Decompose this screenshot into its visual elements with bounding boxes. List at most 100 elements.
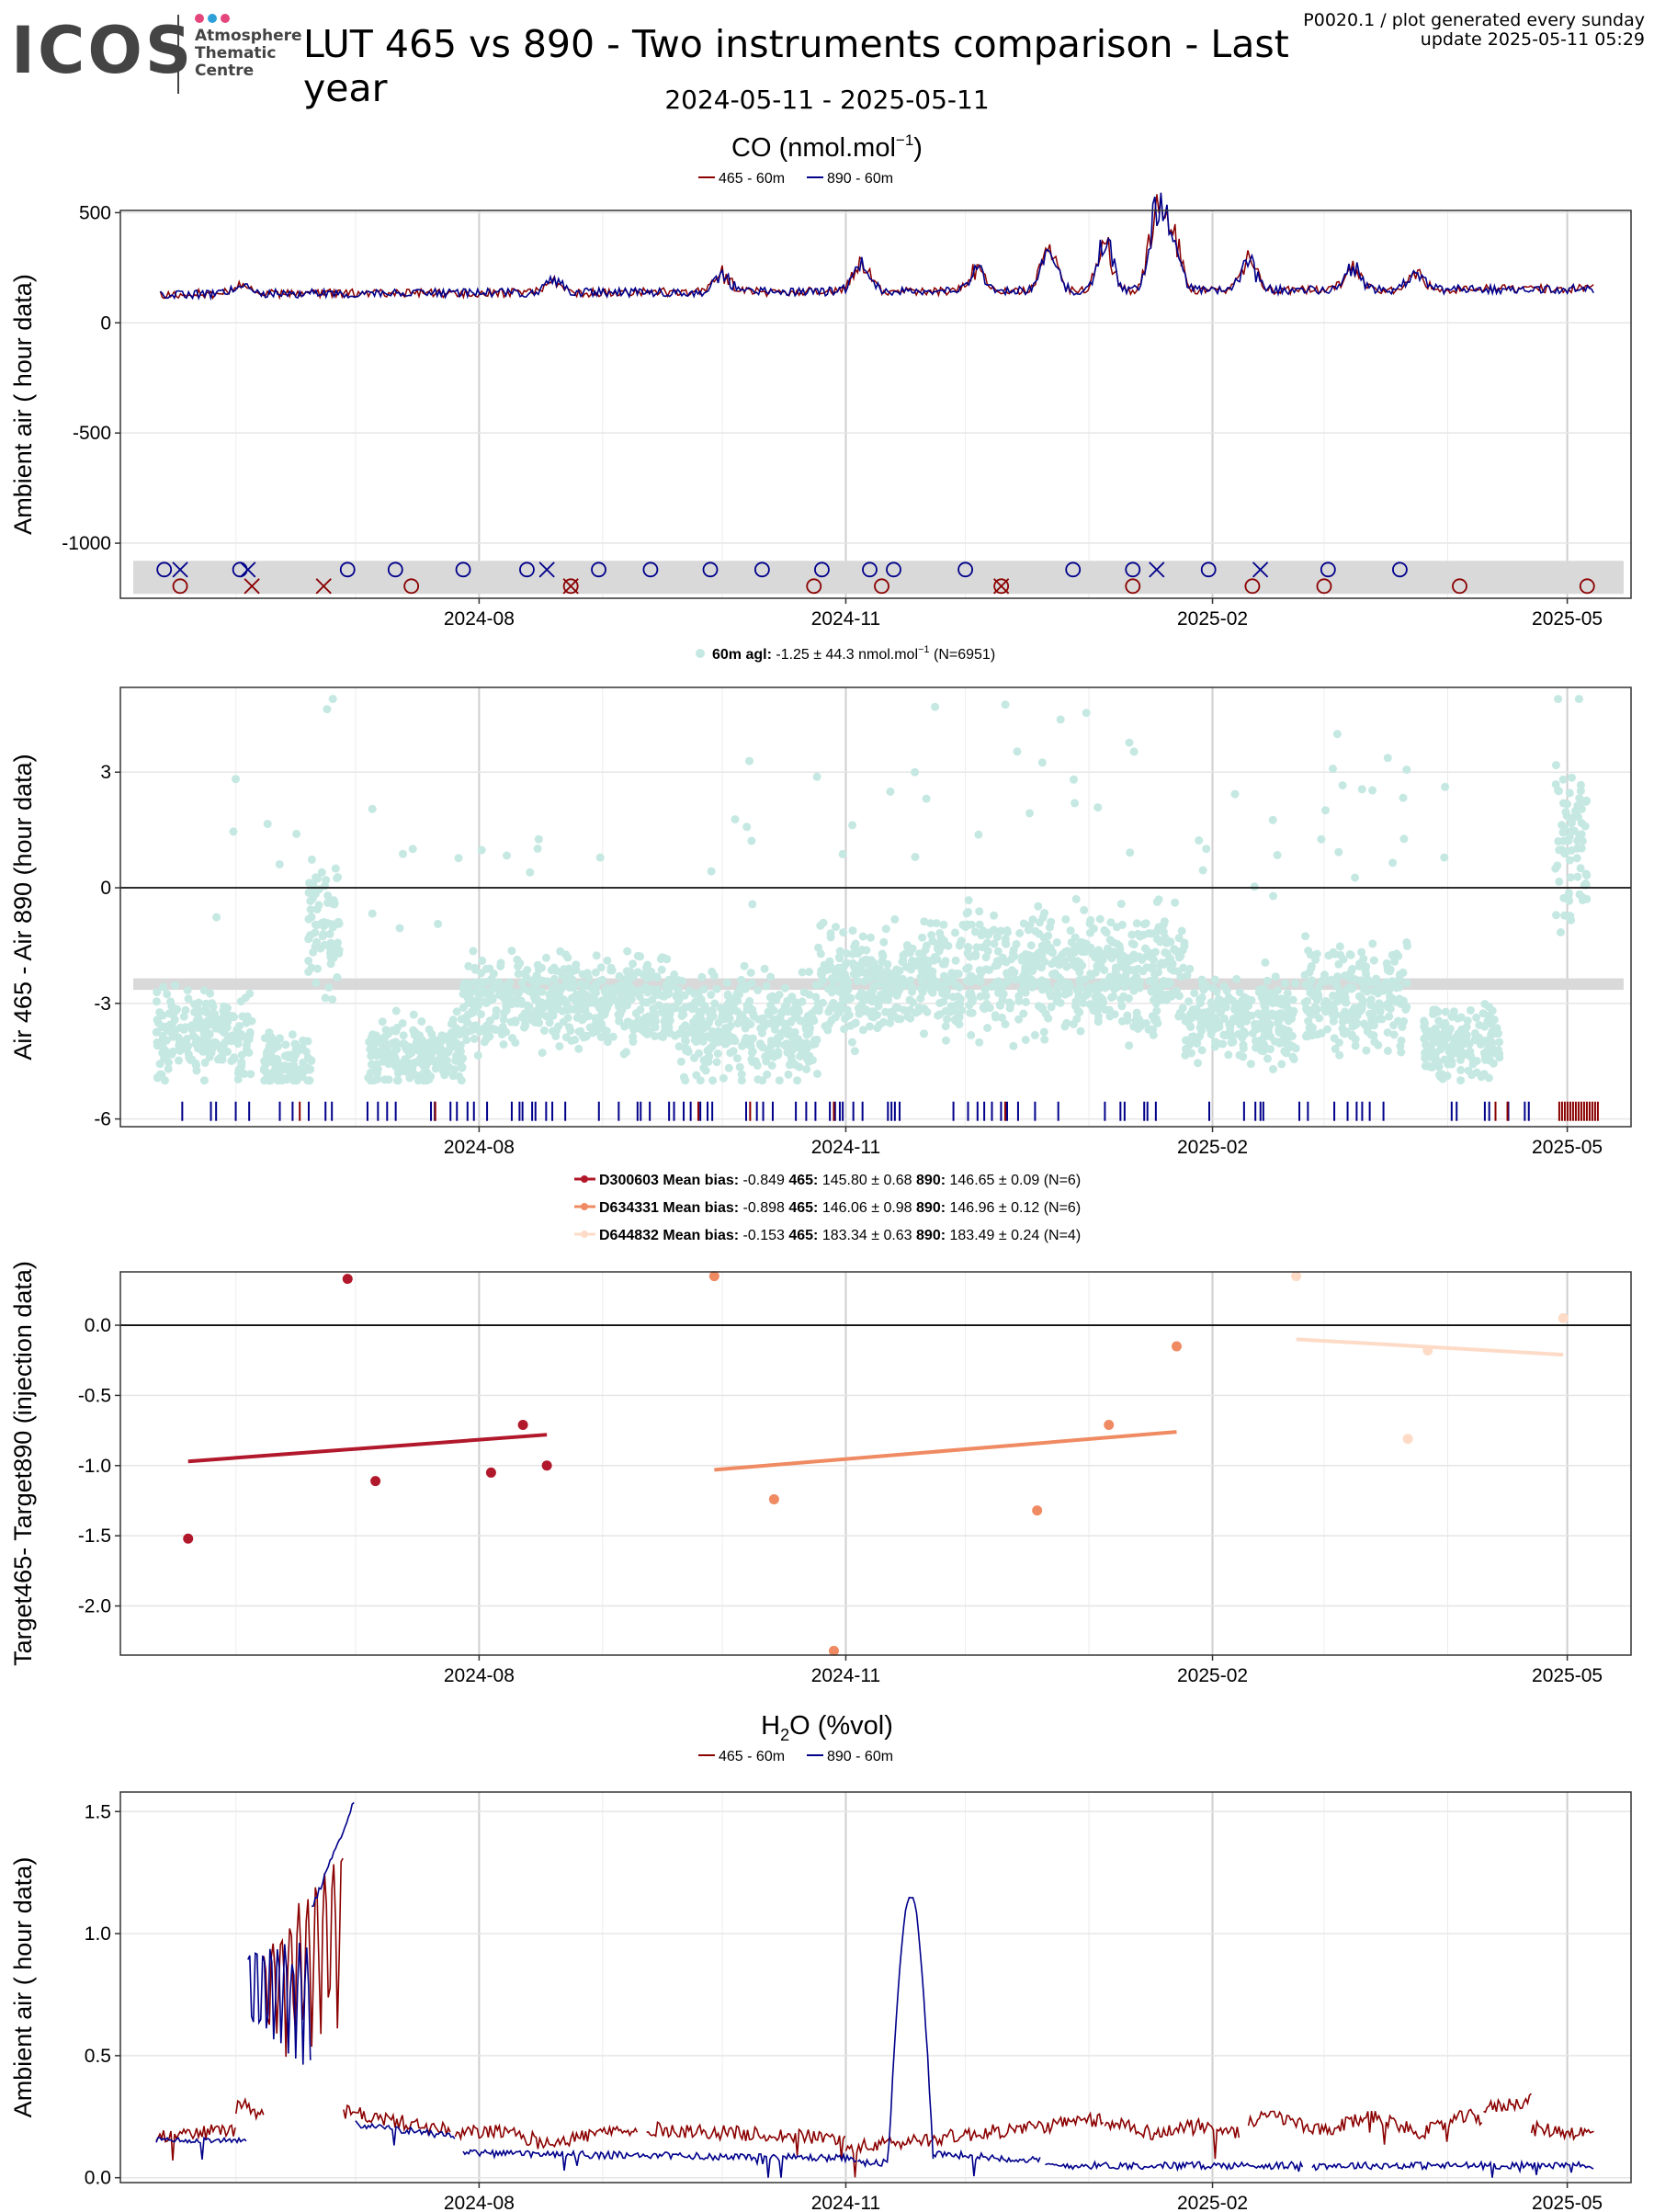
- diff-point: [1021, 1036, 1030, 1044]
- diff-point: [743, 1004, 753, 1014]
- diff-point: [175, 1037, 184, 1046]
- y-tick-label: 0: [100, 312, 111, 334]
- legend-part: D300603: [599, 1173, 659, 1188]
- diff-point: [1354, 992, 1364, 1001]
- legend-part: Mean bias:: [659, 1200, 743, 1216]
- diff-point: [1190, 1036, 1199, 1045]
- series-h2o-465: [343, 2104, 451, 2137]
- diff-point: [1441, 1018, 1450, 1027]
- diff-point: [1160, 959, 1169, 969]
- diff-point: [840, 1025, 849, 1034]
- diff-point: [491, 979, 499, 988]
- diff-point: [780, 1020, 789, 1029]
- diff-point: [1145, 977, 1154, 986]
- diff-point: [572, 960, 581, 970]
- legend-label-465: 465 - 60m: [719, 1749, 785, 1764]
- diff-point: [767, 1061, 776, 1070]
- diff-point: [1330, 1004, 1339, 1014]
- diff-point: [724, 1063, 733, 1072]
- diff-point: [1072, 957, 1082, 966]
- diff-point: [1486, 1038, 1495, 1046]
- diff-point: [558, 970, 567, 980]
- y-tick-label: 1.0: [85, 1923, 111, 1945]
- diff-point: [1259, 984, 1268, 993]
- diff-point: [1359, 984, 1368, 993]
- diff-point: [920, 1029, 928, 1038]
- diff-point: [1204, 1015, 1213, 1025]
- diff-point: [1304, 947, 1313, 955]
- flag-465-circle: [1244, 578, 1261, 595]
- series-h2o-890: [856, 1896, 935, 2169]
- diff-point: [941, 979, 950, 988]
- diff-point: [990, 939, 999, 948]
- diff-point: [413, 1034, 422, 1043]
- diff-point: [731, 815, 740, 824]
- diff-point: [775, 1076, 784, 1085]
- diff-point: [702, 1022, 711, 1030]
- diff-point: [704, 1058, 713, 1066]
- diff-point: [859, 990, 867, 999]
- diff-point: [705, 1045, 714, 1054]
- diff-point: [463, 1010, 472, 1019]
- diff-point: [1475, 1036, 1484, 1044]
- diff-point: [378, 1017, 387, 1027]
- diff-point: [1266, 1045, 1274, 1054]
- diff-point: [514, 970, 523, 979]
- diff-point: [473, 1050, 482, 1060]
- diff-point: [549, 974, 559, 983]
- diff-point: [1120, 982, 1129, 992]
- diff-point: [464, 998, 473, 1007]
- diff-point: [720, 1024, 730, 1033]
- diff-point: [834, 1004, 843, 1012]
- diff-point: [954, 1010, 963, 1019]
- diff-point: [535, 1001, 544, 1010]
- diff-point: [1357, 947, 1366, 957]
- series-h2o-890: [247, 1943, 312, 2065]
- diff-point: [1329, 1016, 1338, 1026]
- diff-point: [1132, 1014, 1141, 1023]
- diff-point: [981, 953, 991, 962]
- diff-point: [328, 995, 337, 1004]
- diff-point: [998, 1013, 1006, 1022]
- y-tick-label: -3: [94, 993, 111, 1015]
- legend-part: 890:: [912, 1173, 950, 1188]
- diff-point: [1360, 1019, 1369, 1028]
- diff-point: [1240, 1029, 1250, 1038]
- diff-point: [674, 1042, 684, 1051]
- diff-point: [1022, 997, 1030, 1006]
- diff-point: [808, 1015, 816, 1025]
- diff-point: [1013, 747, 1022, 756]
- series-h2o-890: [1311, 2159, 1594, 2178]
- diff-point: [450, 1065, 459, 1074]
- diff-point: [309, 879, 318, 889]
- diff-point: [1555, 877, 1564, 886]
- diff-point: [1253, 1009, 1263, 1018]
- diff-point: [592, 951, 601, 960]
- diff-point: [898, 982, 907, 992]
- diff-point: [1375, 999, 1384, 1008]
- flag-465-circle: [1452, 578, 1467, 595]
- diff-point: [603, 956, 612, 965]
- diff-point: [679, 1072, 688, 1082]
- diff-point: [1092, 981, 1101, 990]
- diff-point: [591, 968, 600, 977]
- diff-point: [1332, 981, 1342, 991]
- title-superscript: −1: [896, 131, 913, 149]
- target-point-D300603: [342, 1274, 353, 1285]
- diff-point: [1559, 893, 1569, 902]
- diff-point: [1126, 953, 1135, 962]
- diff-point: [860, 977, 869, 986]
- diff-point: [1301, 932, 1310, 941]
- target-point-D300603: [183, 1533, 194, 1544]
- diff-point: [1562, 847, 1571, 856]
- diff-point: [1030, 1030, 1039, 1039]
- diff-point: [742, 1016, 751, 1026]
- diff-point: [975, 966, 984, 975]
- diff-point: [1091, 953, 1100, 962]
- diff-point: [1001, 938, 1010, 947]
- diff-point: [1187, 1049, 1195, 1058]
- diff-point: [452, 1024, 461, 1033]
- series-h2o-890: [311, 1801, 355, 1908]
- legend-part: D634331: [599, 1200, 659, 1216]
- diff-point: [474, 993, 483, 1003]
